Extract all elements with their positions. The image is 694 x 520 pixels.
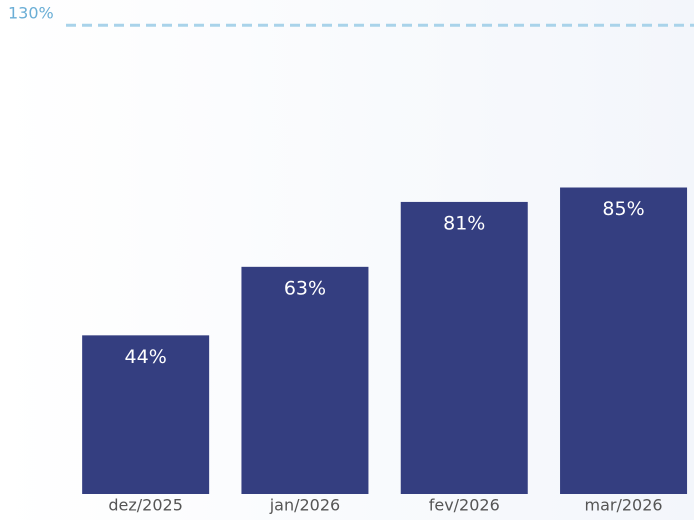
bar [560,187,688,494]
x-tick-label: jan/2026 [269,496,341,515]
bar [82,335,210,494]
x-tick-label: fev/2026 [429,496,500,515]
data-label: 63% [284,277,326,299]
x-tick-label: dez/2025 [108,496,183,515]
reference-label: 130% [8,4,54,23]
data-label: 85% [602,198,644,220]
bar [241,266,369,494]
data-label: 44% [125,346,167,368]
x-tick-label: mar/2026 [585,496,663,515]
data-label: 81% [443,212,485,234]
bar [400,201,528,494]
